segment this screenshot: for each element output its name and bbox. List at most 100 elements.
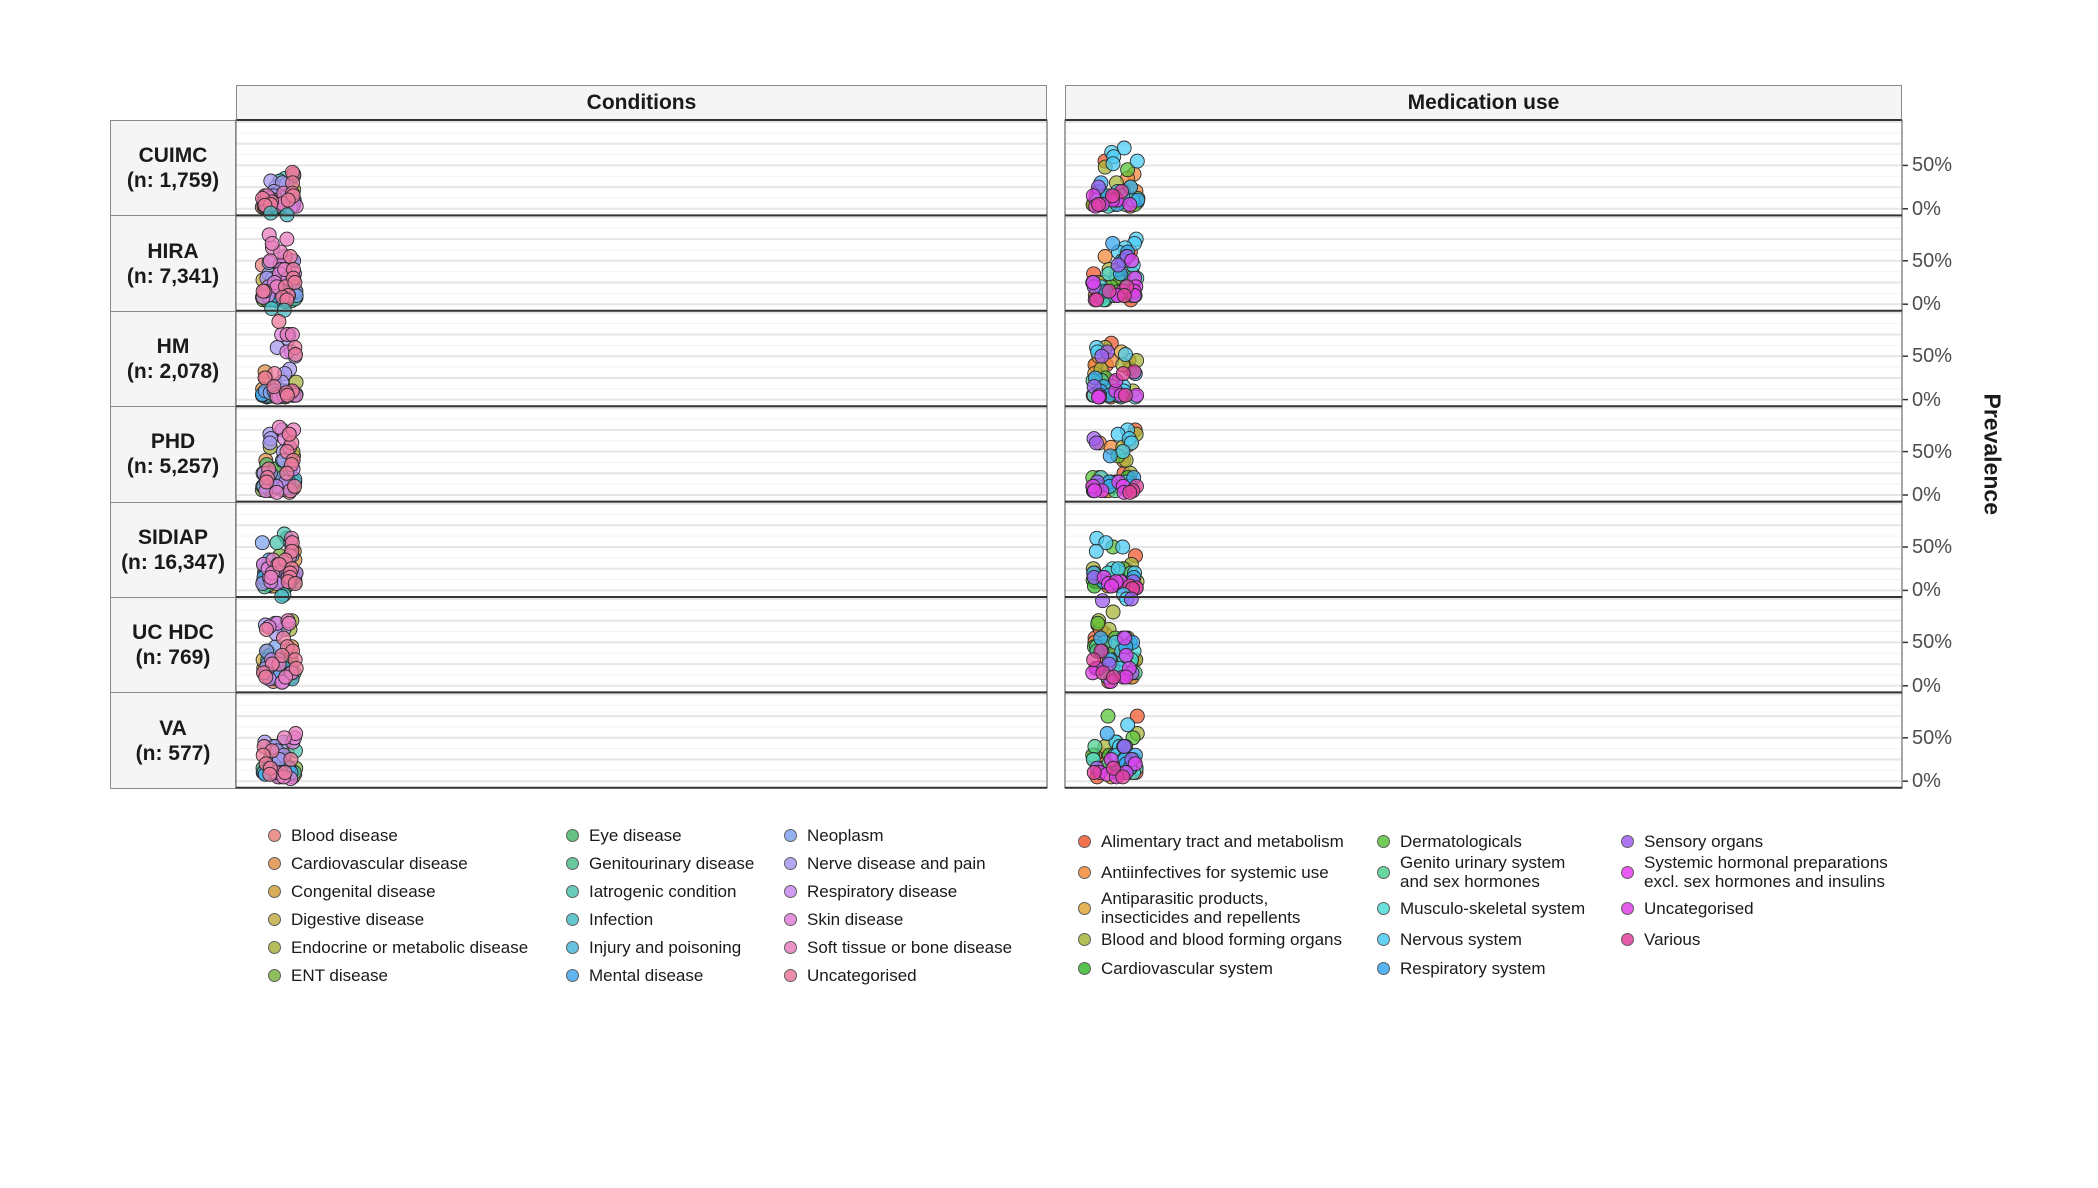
site-count: (n: 7,341) (126, 264, 220, 288)
data-point (255, 283, 271, 299)
y-tick-label: 50% (1912, 726, 1953, 749)
row-label: HM (n: 2,078) (110, 310, 236, 408)
legend-label: ENT disease (291, 965, 389, 985)
y-tick-label: 0% (1912, 579, 1941, 602)
y-tick-label: 0% (1912, 388, 1941, 411)
legend-item: Uncategorised (1621, 888, 1754, 928)
legend-label: Blood and blood forming organs (1101, 929, 1342, 949)
legend-label: Injury and poisoning (589, 937, 742, 957)
data-point (1110, 257, 1126, 273)
data-point (1105, 156, 1121, 172)
data-point (281, 615, 297, 631)
site-count: (n: 1,759) (126, 169, 220, 193)
legend-dot-icon (1377, 834, 1390, 848)
legend-item: Mental disease (566, 955, 703, 995)
data-point (264, 301, 280, 316)
legend-dot-icon (1078, 865, 1091, 879)
legend-dot-icon (268, 968, 281, 982)
legend-label: Iatrogenic condition (589, 881, 737, 901)
legend-item: Injury and poisoning (566, 927, 741, 967)
panel-background (236, 215, 1047, 311)
y-tick-label: 0% (1912, 197, 1941, 220)
legend-item: Genito urinary system and sex hormones (1377, 852, 1565, 892)
data-point (279, 387, 295, 403)
data-point (278, 669, 294, 685)
data-point (1101, 283, 1117, 299)
legend-label: Musculo-skeletal system (1400, 898, 1586, 918)
data-point (1098, 535, 1114, 551)
row-label: UC HDC (n: 769) (110, 597, 236, 694)
panel-background (1065, 692, 1902, 788)
legend-dot-icon (784, 912, 797, 926)
data-point (1088, 543, 1104, 559)
legend-dot-icon (784, 884, 797, 898)
legend-item: Eye disease (566, 815, 682, 855)
legend-dot-icon (1377, 865, 1390, 879)
data-point (279, 231, 295, 247)
data-point (1099, 726, 1115, 741)
data-point (269, 484, 285, 500)
data-point (1129, 153, 1145, 169)
data-point (1090, 389, 1106, 405)
legend-item: Various (1621, 919, 1700, 959)
legend-label: Soft tissue or bone disease (807, 937, 1013, 957)
data-point (1117, 630, 1132, 646)
legend-item: Sensory organs (1621, 821, 1763, 861)
data-point (259, 474, 274, 490)
legend-item: Nerve disease and pain (784, 843, 986, 883)
data-point (1106, 669, 1121, 685)
data-point (1118, 669, 1134, 685)
data-point (1088, 435, 1104, 451)
legend-item: Dermatologicals (1377, 821, 1522, 861)
data-point (1124, 253, 1140, 269)
y-tick-label: 0% (1912, 293, 1941, 316)
legend-label: Alimentary tract and metabolism (1101, 831, 1344, 851)
legend-label: Eye disease (589, 825, 682, 845)
data-point (1120, 162, 1136, 178)
data-point (1116, 739, 1132, 754)
data-point (1102, 448, 1118, 464)
site-name: HIRA (147, 239, 199, 263)
legend-dot-icon (1621, 865, 1634, 879)
panel-header-medication: Medication use (1065, 85, 1902, 121)
legend-label: Genito urinary system and sex hormones (1400, 853, 1566, 891)
legend-dot-icon (566, 828, 579, 842)
panel-background (236, 120, 1047, 216)
data-point (263, 205, 279, 221)
row-label: VA (n: 577) (110, 692, 236, 789)
legend-dot-icon (784, 828, 797, 842)
panel-background (1065, 597, 1902, 693)
legend-label: Mental disease (589, 965, 704, 985)
data-point (1104, 188, 1120, 204)
legend-label: Blood disease (291, 825, 398, 845)
data-point (264, 235, 280, 251)
legend-label: Genitourinary disease (589, 853, 755, 873)
site-count: (n: 769) (135, 646, 211, 670)
legend-dot-icon (784, 968, 797, 982)
data-point (258, 669, 274, 685)
legend-dot-icon (1621, 932, 1634, 946)
data-point (262, 435, 278, 451)
site-count: (n: 5,257) (126, 455, 220, 479)
legend-dot-icon (268, 828, 281, 842)
data-point (1095, 593, 1110, 609)
data-point (1115, 444, 1131, 460)
legend-label: Respiratory disease (807, 881, 958, 901)
y-tick-label: 50% (1912, 631, 1953, 654)
data-point (1123, 591, 1139, 607)
panel-background (236, 692, 1047, 788)
legend-label: Neoplasm (807, 825, 884, 845)
data-point (1120, 717, 1136, 733)
data-point (1116, 288, 1132, 303)
legend-item: Respiratory disease (784, 871, 957, 911)
data-point (1118, 647, 1134, 663)
legend-item: Neoplasm (784, 815, 884, 855)
data-point (274, 647, 290, 663)
legend-item: Soft tissue or bone disease (784, 927, 1012, 967)
data-point (1117, 387, 1133, 403)
legend-dot-icon (784, 940, 797, 954)
legend-item: Respiratory system (1377, 948, 1545, 988)
data-point (262, 766, 278, 782)
panel-background (236, 501, 1047, 597)
data-point (1122, 197, 1138, 212)
